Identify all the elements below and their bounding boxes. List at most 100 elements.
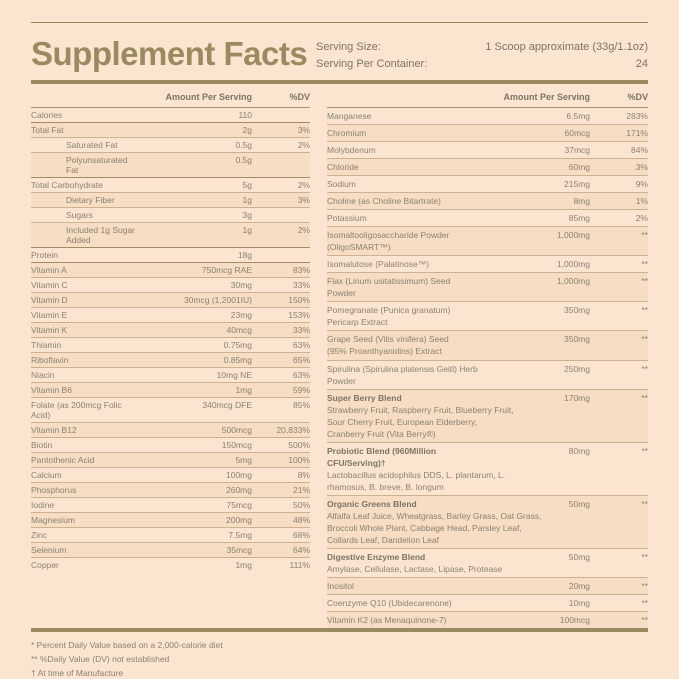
nutrient-amount: 10mg NE: [216, 370, 252, 380]
nutrient-amount: 750mcg RAE: [201, 265, 252, 275]
nutrient-name: Isomaltooligosaccharide Powder (OligoSMA…: [327, 230, 450, 252]
page-title: Supplement Facts: [31, 35, 308, 72]
table-row: Zinc 7.5mg 68%: [31, 527, 310, 542]
table-row: Vitamin A 750mcg RAE 83%: [31, 262, 310, 277]
nutrient-name: Vitamin K2 (as Menaquinone-7): [327, 615, 447, 625]
nutrient-name: Total Carbohydrate: [31, 180, 103, 190]
serving-size-label: Serving Size:: [316, 41, 381, 53]
table-row: Niacin 10mg NE 63%: [31, 367, 310, 382]
nutrient-name: Saturated Fat: [66, 140, 118, 150]
nutrient-amount: 100mg: [226, 470, 252, 480]
footnote-manufacture: † At time of Manufacture: [31, 668, 124, 678]
right-rows: Manganese 6.5mg 283% Chromium 60mcg 171% Molyb…: [327, 108, 648, 628]
nutrient-amount: 30mg: [230, 280, 252, 290]
table-row: Copper 1mg 111%: [31, 557, 310, 572]
blend-ingredients-line: Alfalfa Leaf Juice, Wheatgrass, Barley G…: [327, 511, 542, 521]
nutrient-name: Vitamin E: [31, 310, 68, 320]
nutrient-name: Folate (as 200mcg Folic Acid): [31, 400, 122, 420]
nutrient-dv: **: [641, 276, 648, 286]
nutrient-dv: 8%: [297, 470, 310, 480]
nutrient-dv: 3%: [297, 125, 310, 135]
nutrient-dv: 111%: [289, 560, 310, 570]
nutrient-name: Selenium: [31, 545, 67, 555]
nutrient-dv: 150%: [288, 295, 310, 305]
blend-ingredients-line: Strawberry Fruit, Raspberry Fruit, Blueb…: [327, 405, 514, 415]
nutrient-amount: 50mg: [568, 499, 590, 509]
nutrient-name: Vitamin B6: [31, 385, 72, 395]
label-header: Supplement Facts Serving Size: 1 Scoop a…: [31, 23, 648, 80]
nutrient-name: Grape Seed (Vitis vinifera) Seed: [327, 334, 449, 344]
nutrient-dv: **: [641, 364, 648, 374]
nutrient-name: Vitamin A: [31, 265, 67, 275]
table-row: Thiamin 0.75mg 63%: [31, 337, 310, 352]
table-row: Manganese 6.5mg 283%: [327, 108, 648, 124]
nutrient-dv: **: [641, 305, 648, 315]
amount-per-serving-header: Amount Per Serving: [503, 92, 590, 102]
blend-ingredients-line: Broccoli Whole Plant, Cabbage Head, Pars…: [327, 523, 522, 533]
nutrient-name: Included 1g Sugar Added: [66, 225, 135, 245]
blend-ingredients-line: Sour Cherry Fruit, European Elderberry,: [327, 417, 478, 427]
nutrient-amount: 30mcg (1,2001IU): [183, 295, 252, 305]
nutrient-dv: 9%: [635, 179, 648, 189]
nutrient-name: Potassium: [327, 213, 367, 223]
nutrient-amount: 500mcg: [221, 425, 252, 435]
nutrient-amount: 10mg: [568, 598, 590, 608]
footnote-dv: * Percent Daily Value based on a 2,000-c…: [31, 640, 223, 650]
nutrient-amount: 0.5g: [235, 155, 252, 165]
nutrient-name: Chloride: [327, 162, 359, 172]
nutrient-amount: 0.75mg: [223, 340, 252, 350]
nutrient-name: Phosphorus: [31, 485, 77, 495]
nutrient-dv: 65%: [292, 355, 310, 365]
nutrient-amount: 2g: [242, 125, 252, 135]
nutrient-amount: 5mg: [235, 455, 252, 465]
header-thick-rule: [31, 80, 648, 84]
nutrient-dv: **: [641, 230, 648, 240]
nutrient-name: Zinc: [31, 530, 48, 540]
nutrient-name: Flax (Linum usitatissimum) Seed Powder: [327, 276, 451, 298]
nutrient-amount: 6.5mg: [566, 111, 590, 121]
nutrient-name: Magnesium: [31, 515, 75, 525]
nutrient-amount: 3g: [242, 210, 252, 220]
nutrient-name: Iodine: [31, 500, 55, 510]
table-row: Biotin 150mcg 500%: [31, 437, 310, 452]
nutrient-dv: **: [641, 615, 648, 625]
nutrient-dv: 63%: [292, 340, 310, 350]
amount-per-serving-header: Amount Per Serving: [165, 92, 252, 102]
nutrient-name: Vitamin D: [31, 295, 68, 305]
nutrient-amount: 340mcg DFE: [202, 400, 252, 410]
nutrient-name: Thiamin: [31, 340, 62, 350]
nutrient-dv: 64%: [292, 545, 310, 555]
right-column: Amount Per Serving %DV Manganese 6.5mg 283…: [327, 84, 648, 628]
nutrient-name: Vitamin B12: [31, 425, 77, 435]
nutrient-name: Isomalutose (Palatinose™): [327, 259, 430, 269]
servings-per-container-label: Serving Per Container:: [316, 58, 428, 70]
table-row: Vitamin K 40mcg 33%: [31, 322, 310, 337]
nutrient-dv: 63%: [292, 370, 310, 380]
table-row: Pomegranate (Punica granatum) Pericarp E…: [327, 301, 648, 330]
nutrient-amount: 150mcg: [221, 440, 252, 450]
nutrient-amount: 350mg: [564, 305, 590, 315]
nutrient-dv: 2%: [297, 140, 310, 150]
blend-ingredients-line: Cranberry Fruit (Vita Berry®): [327, 429, 436, 439]
nutrient-name: Sugars: [66, 210, 93, 220]
table-row: Coenzyme Q10 (Ubidecarenone) 10mg **: [327, 594, 648, 611]
nutrient-dv: **: [641, 393, 648, 403]
nutrient-dv: **: [641, 334, 648, 344]
table-row: Grape Seed (Vitis vinifera) Seed 350mg ** (…: [327, 330, 648, 360]
nutrient-amount: 50mg: [568, 552, 590, 562]
top-hairline: [31, 22, 648, 23]
nutrient-name: Choline (as Choline Bitartrate): [327, 196, 441, 206]
nutrient-dv: 2%: [297, 225, 310, 235]
nutrient-dv: 48%: [292, 515, 310, 525]
nutrient-amount: 75mcg: [226, 500, 252, 510]
nutrient-dv: 85%: [292, 400, 310, 410]
nutrient-dv: **: [641, 499, 648, 509]
nutrient-dv: 59%: [292, 385, 310, 395]
nutrient-dv: 33%: [292, 280, 310, 290]
table-row: Protein 18g: [31, 247, 310, 262]
nutrient-name: Coenzyme Q10 (Ubidecarenone): [327, 598, 452, 608]
table-row: Vitamin D 30mcg (1,2001IU) 150%: [31, 292, 310, 307]
table-row: Vitamin K2 (as Menaquinone-7) 100mcg **: [327, 611, 648, 628]
nutrient-dv: 100%: [288, 455, 310, 465]
nutrient-name: Total Fat: [31, 125, 64, 135]
